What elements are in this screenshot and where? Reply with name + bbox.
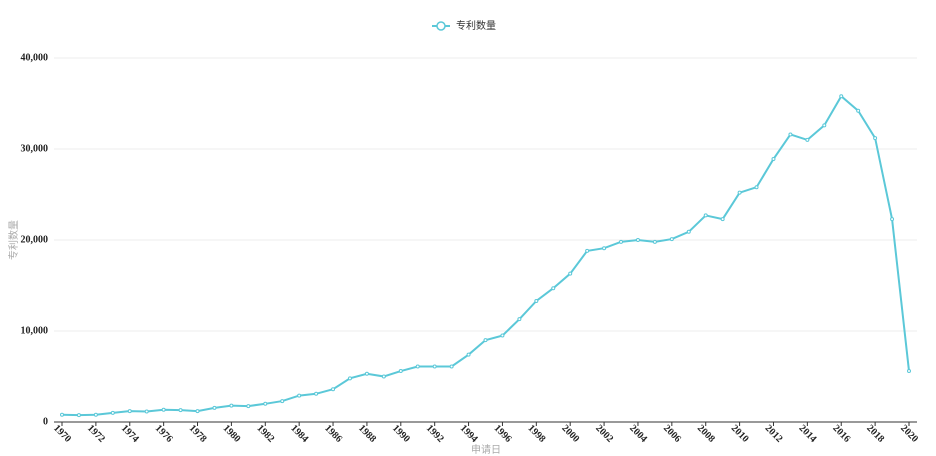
data-point [415,364,420,369]
x-tick-label: 1978 [187,423,209,445]
x-tick-label: 2008 [695,423,717,445]
x-tick-label: 1998 [526,423,548,445]
x-tick-label: 1974 [119,423,141,445]
data-point [364,371,369,376]
x-tick-label: 2002 [593,423,615,445]
data-point [669,237,674,242]
x-tick-label: 1996 [492,423,514,445]
data-point [822,123,827,128]
data-point [652,239,657,244]
data-point [60,412,64,417]
legend-marker [436,21,446,31]
x-tick-label: 2000 [559,423,581,445]
data-point [466,352,471,357]
x-tick-label: 2016 [830,423,852,445]
data-point [873,136,878,141]
x-tick-label: 2018 [864,423,886,445]
data-point [246,404,251,409]
data-point [110,410,115,415]
data-point [229,403,234,408]
data-point [331,387,336,392]
data-point [788,132,793,137]
data-point [347,376,352,381]
x-axis-title: 申请日 [471,443,501,456]
data-point [161,407,166,412]
data-point [449,364,454,369]
y-axis-title: 专利数量 [7,220,20,260]
data-point [703,213,708,218]
x-tick-label: 1994 [458,423,480,445]
data-point [263,401,268,406]
data-point [127,409,132,414]
x-tick-label: 1992 [424,423,446,445]
x-tick-label: 1986 [322,423,344,445]
data-point [280,399,285,404]
x-tick-label: 2020 [898,423,920,445]
data-point [839,94,844,99]
x-tick-label: 1972 [85,423,107,445]
data-point [805,137,810,142]
y-tick-label: 0 [43,416,48,427]
data-point [737,190,742,195]
data-point [398,369,403,374]
data-point [212,405,217,410]
data-point [585,248,590,253]
x-tick-label: 2004 [627,423,649,445]
data-point [144,409,149,414]
x-tick-label: 2012 [763,423,785,445]
data-line [61,94,910,417]
legend-label: 专利数量 [456,19,496,32]
data-point [500,333,505,338]
data-point [534,298,539,303]
x-tick-label: 2006 [661,423,683,445]
data-point [381,374,386,379]
data-point [76,413,81,418]
data-point [720,217,725,222]
x-tick-label: 1984 [288,423,310,445]
data-point [551,286,556,291]
data-point [93,412,98,417]
data-point [602,246,607,251]
x-tick-label: 2014 [797,423,819,445]
data-point [907,369,911,374]
x-tick-label: 1982 [254,423,276,445]
x-tick-label: 2010 [729,423,751,445]
data-point [619,239,624,244]
x-tick-label: 1980 [221,423,243,445]
data-point [754,185,759,190]
data-point [432,364,437,369]
y-tick-label: 40,000 [21,52,49,63]
x-tick-label: 1990 [390,423,412,445]
data-point [178,408,183,413]
data-point [483,338,488,343]
data-point [195,409,200,414]
y-tick-label: 10,000 [21,325,49,336]
data-point [686,229,691,234]
data-point [856,108,861,113]
data-point [635,238,640,242]
data-point [297,393,302,398]
data-point [890,217,895,222]
data-point [314,391,319,396]
y-tick-label: 30,000 [21,143,49,154]
data-point [568,271,573,276]
x-tick-label: 1970 [51,423,73,445]
x-tick-label: 1976 [153,423,175,445]
data-point [517,317,522,322]
data-point [771,157,776,162]
y-tick-label: 20,000 [21,234,49,245]
x-tick-label: 1988 [356,423,378,445]
